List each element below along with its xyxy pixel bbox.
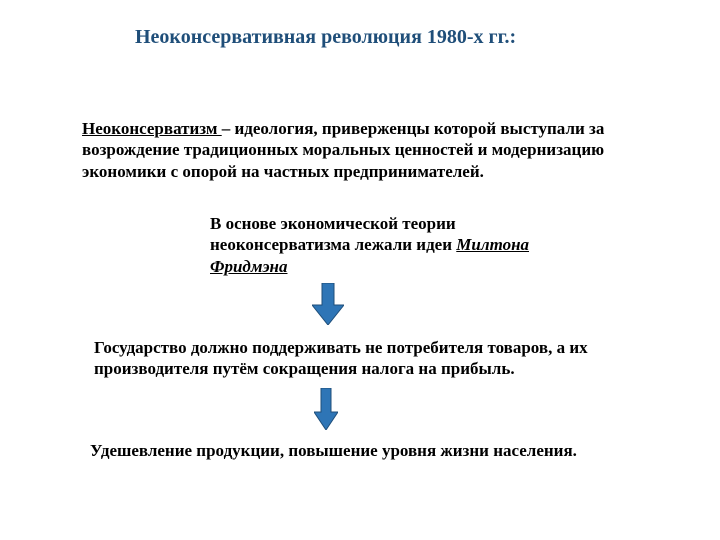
definition-term: Неоконсерватизм	[82, 119, 222, 138]
definition-paragraph: Неоконсерватизм – идеология, приверженцы…	[82, 118, 632, 182]
slide-title: Неоконсервативная революция 1980-х гг.:	[135, 26, 516, 49]
statement-2: Удешевление продукции, повышение уровня …	[90, 440, 650, 461]
down-arrow-icon	[312, 283, 344, 325]
statement-1: Государство должно поддерживать не потре…	[94, 337, 654, 380]
basis-prefix: В основе экономической теории неоконсерв…	[210, 214, 456, 254]
basis-paragraph: В основе экономической теории неоконсерв…	[210, 213, 570, 277]
down-arrow-icon	[314, 388, 338, 430]
